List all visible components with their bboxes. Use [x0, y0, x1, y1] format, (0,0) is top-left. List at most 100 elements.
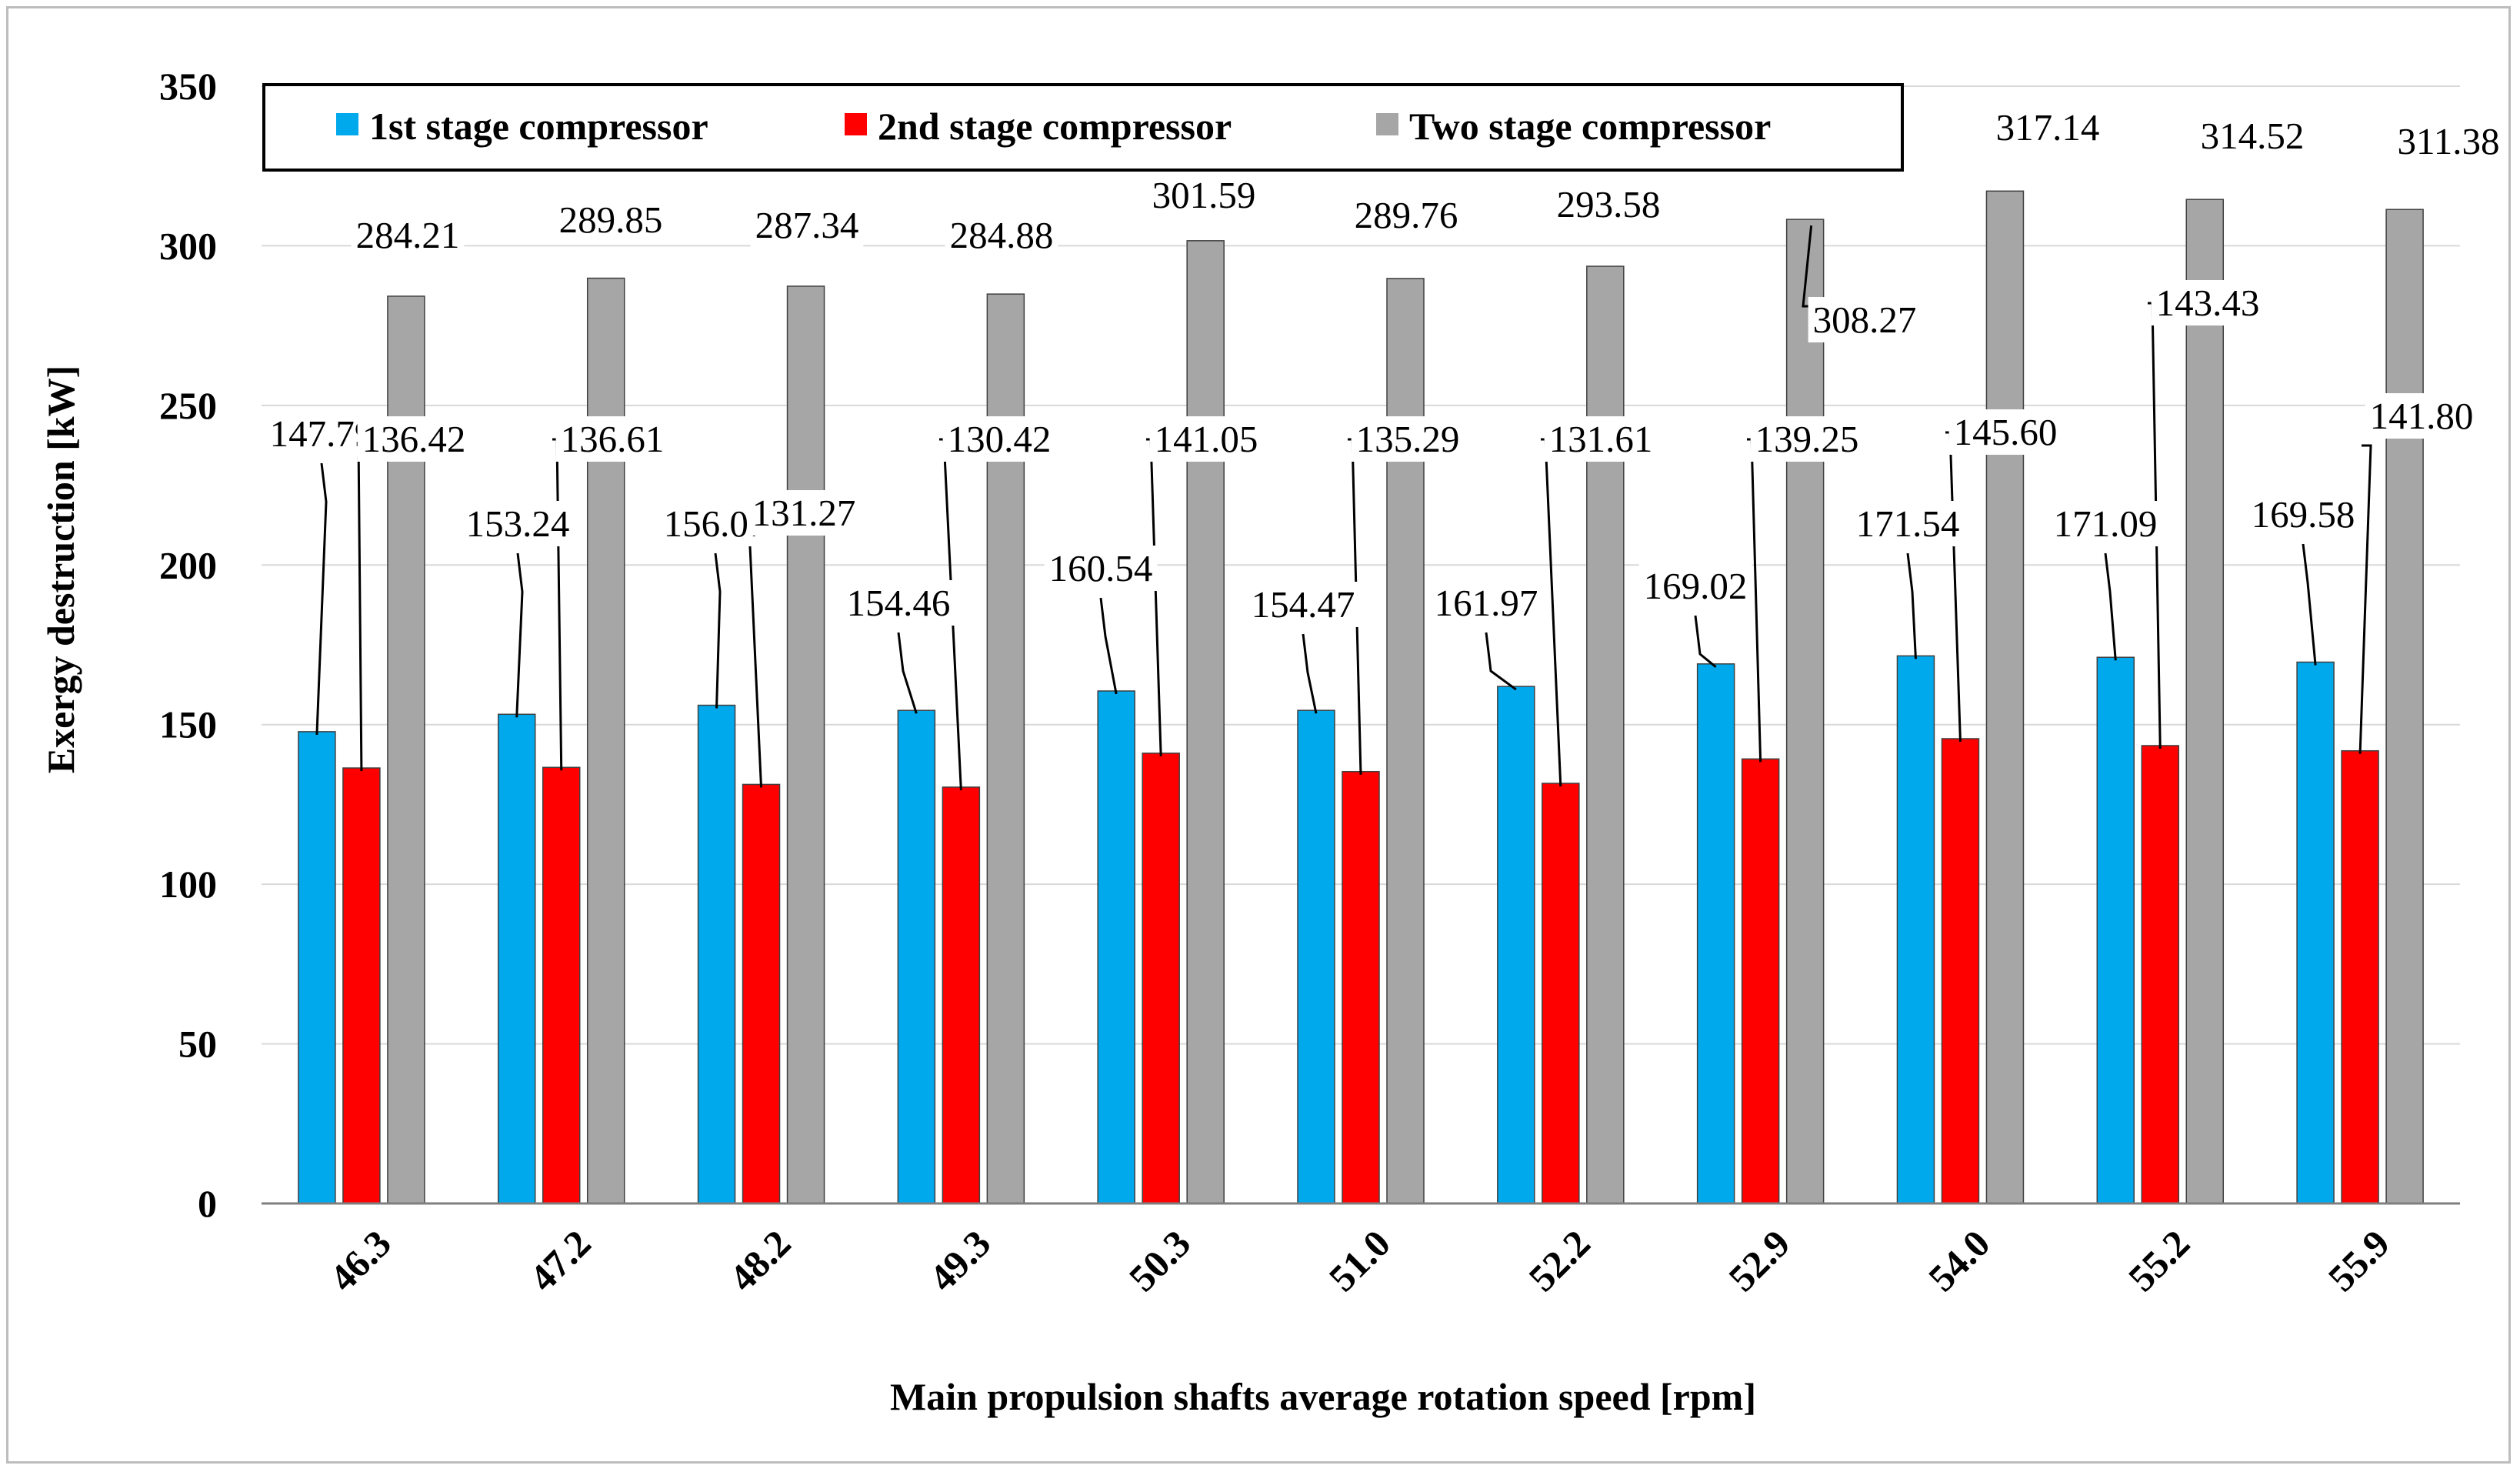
bars — [298, 190, 2424, 1204]
gridlines — [262, 85, 2460, 1045]
bar-2nd-stage — [742, 783, 781, 1204]
data-label-2nd-stage: 143.43 — [2156, 282, 2260, 324]
data-label-1st-stage: 169.02 — [1644, 565, 1748, 607]
data-label-two-stage: 289.85 — [559, 199, 663, 241]
data-label-two-stage: 289.76 — [1355, 194, 1458, 236]
leader-line-1st-stage — [1099, 597, 1118, 695]
data-label-background — [2151, 280, 2265, 325]
data-label-background — [2195, 113, 2309, 159]
data-label-2nd-stage: 145.60 — [1954, 411, 2058, 453]
bar-two-stage — [1186, 240, 1225, 1204]
y-tick-label: 300 — [159, 224, 217, 267]
leader-line-1st-stage — [515, 552, 524, 718]
bar-two-stage — [2185, 199, 2225, 1204]
x-tick-label: 55.2 — [2120, 1221, 2198, 1299]
bar-2nd-stage — [1142, 753, 1180, 1204]
bar-2nd-stage — [942, 786, 981, 1204]
x-tick-label: 55.9 — [2320, 1221, 2398, 1299]
bar-1st-stage — [2296, 661, 2335, 1204]
bar-two-stage — [786, 285, 825, 1204]
y-tick-label: 150 — [159, 703, 217, 746]
leader-line-2nd-stage — [1945, 431, 1962, 743]
leader-line-2nd-stage — [744, 512, 763, 788]
leader-line-2nd-stage — [1541, 438, 1562, 787]
data-label-1st-stage: 171.54 — [1856, 502, 1960, 545]
y-tick-label: 100 — [159, 863, 217, 906]
data-label-background — [750, 202, 864, 248]
data-label-two-stage: 314.52 — [2201, 115, 2305, 157]
data-label-2nd-stage: 130.42 — [948, 418, 1052, 460]
bar-2nd-stage — [1741, 758, 1780, 1204]
y-tick-label: 50 — [178, 1023, 217, 1066]
x-tick-label: 50.3 — [1121, 1221, 1198, 1299]
data-label-background — [1429, 580, 1543, 626]
data-label-1st-stage: 147.79 — [270, 412, 374, 455]
data-label-1st-stage: 154.47 — [1252, 583, 1355, 626]
data-label-background — [747, 490, 861, 536]
bar-2nd-stage — [1542, 783, 1580, 1204]
data-label-background — [1246, 582, 1360, 627]
data-label-background — [842, 580, 955, 626]
data-label-background — [1544, 416, 1658, 462]
data-label-two-stage: 311.38 — [2398, 120, 2500, 162]
x-tick-label: 52.9 — [1720, 1221, 1798, 1299]
legend-label-two-stage: Two stage compressor — [1409, 105, 1771, 148]
data-label-2nd-stage: 141.05 — [1155, 418, 1258, 460]
data-label-background — [1552, 182, 1665, 227]
bar-1st-stage — [1497, 686, 1535, 1204]
bar-1st-stage — [1896, 655, 1935, 1204]
data-label-background — [1044, 546, 1158, 591]
bar-2nd-stage — [542, 766, 581, 1204]
data-label-background — [461, 501, 575, 546]
data-label-2nd-stage: 141.80 — [2370, 395, 2474, 437]
data-label-background — [554, 197, 668, 242]
bar-2nd-stage — [1342, 770, 1380, 1204]
legend-box — [262, 83, 1904, 172]
x-tick-label: 51.0 — [1321, 1221, 1398, 1299]
data-label-background — [942, 416, 1056, 462]
legend-label-2nd-stage: 2nd stage compressor — [878, 105, 1232, 148]
data-label-background — [945, 212, 1058, 258]
leader-line-1st-stage — [2302, 543, 2317, 666]
data-label-background — [2392, 118, 2505, 164]
y-tick-label: 0 — [198, 1182, 217, 1225]
data-label-background — [1351, 416, 1465, 462]
legend: 1st stage compressor 2nd stage compresso… — [262, 83, 1904, 172]
bar-1st-stage — [1097, 690, 1135, 1204]
x-tick-label: 46.3 — [321, 1221, 398, 1299]
data-label-1st-stage: 169.58 — [2252, 493, 2355, 536]
data-label-background — [2246, 492, 2360, 537]
data-label-background — [1149, 416, 1263, 462]
data-label-2nd-stage: 136.42 — [362, 418, 466, 460]
legend-label-1st-stage: 1st stage compressor — [369, 105, 708, 148]
leader-line-2nd-stage — [1146, 438, 1162, 756]
bar-1st-stage — [897, 709, 936, 1204]
x-tick-label: 48.2 — [721, 1221, 798, 1299]
bar-1st-stage — [497, 713, 536, 1204]
bar-two-stage — [2385, 209, 2424, 1204]
leader-lines — [315, 225, 2372, 791]
data-label-background — [1750, 416, 1864, 462]
data-label-background — [1808, 297, 1922, 342]
y-tick-label: 350 — [159, 65, 217, 108]
data-label-two-stage: 284.88 — [950, 214, 1054, 256]
legend-swatch-1st-stage — [336, 113, 358, 135]
data-label-two-stage: 284.21 — [356, 214, 460, 256]
data-label-2nd-stage: 136.61 — [561, 418, 665, 460]
data-label-2nd-stage: 135.29 — [1356, 418, 1460, 460]
x-tick-label: 52.2 — [1520, 1221, 1598, 1299]
data-label-two-stage: 287.34 — [755, 204, 859, 246]
data-label-background — [2365, 393, 2478, 439]
leader-line-1st-stage — [1906, 552, 1917, 659]
legend-swatch-2nd-stage — [845, 113, 867, 135]
leader-line-2nd-stage — [354, 438, 363, 772]
leader-line-1st-stage — [897, 632, 918, 714]
bar-1st-stage — [1696, 663, 1735, 1204]
data-label-1st-stage: 160.54 — [1049, 547, 1153, 589]
data-label-background — [1349, 192, 1463, 238]
data-label-1st-stage: 171.09 — [2054, 502, 2158, 545]
data-label-background — [1991, 105, 2105, 150]
bar-1st-stage — [2096, 656, 2135, 1204]
bar-2nd-stage — [342, 767, 381, 1204]
